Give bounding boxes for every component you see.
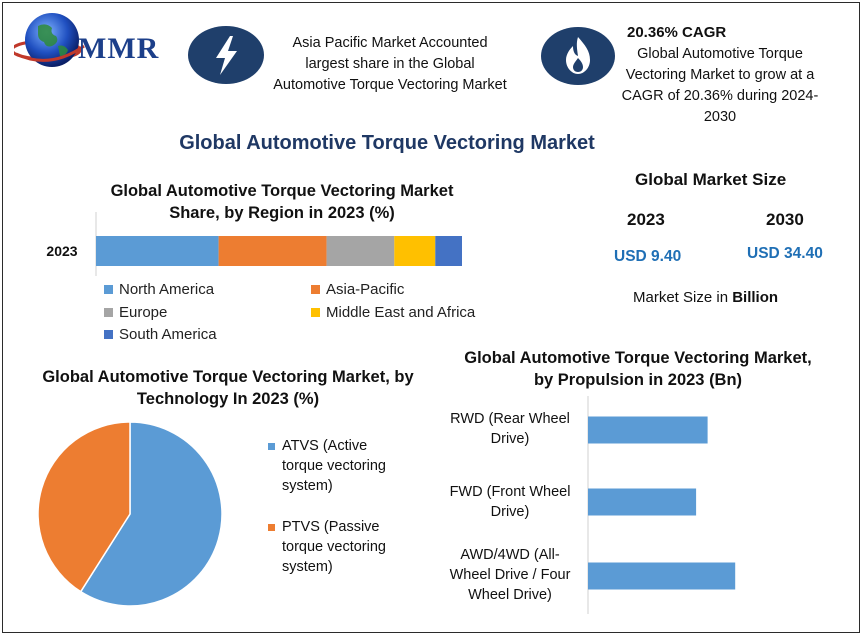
legend-swatch [311, 285, 320, 294]
technology-pie-chart [37, 421, 223, 607]
propulsion-bar-1 [588, 488, 697, 516]
category-awd: AWD/4WD (All-Wheel Drive / Four Wheel Dr… [449, 547, 571, 603]
region-bar-segment-3 [394, 236, 436, 266]
region-bar-segment-0 [96, 236, 219, 266]
market-size-unit: Market Size in Billion [633, 289, 779, 306]
legend-europe: Europe [104, 304, 167, 321]
propulsion-bar-chart [587, 396, 736, 614]
propulsion-bar-0 [588, 416, 708, 444]
market-size-title: Global Market Size [635, 170, 787, 189]
category-rwd: RWD (Rear Wheel Drive) [450, 411, 570, 447]
year-2023: 2023 [627, 210, 665, 229]
legend-middle-east-africa: Middle East and Africa [311, 304, 475, 321]
market-value-2030: USD 34.40 [747, 245, 823, 262]
region-chart: 2023 [46, 212, 462, 276]
main-title: Global Automotive Torque Vectoring Marke… [179, 132, 595, 154]
propulsion-bar-2 [588, 562, 736, 590]
mmr-logo: MMR [10, 10, 174, 74]
legend-swatch [104, 285, 113, 294]
propulsion-chart-title: Global Automotive Torque Vectoring Marke… [464, 349, 812, 389]
region-bar-segment-2 [326, 236, 395, 266]
region-bar-segment-1 [218, 236, 327, 266]
region-chart-title: Global Automotive Torque Vectoring Marke… [110, 182, 454, 222]
legend-swatch [104, 308, 113, 317]
legend-asia-pacific: Asia-Pacific [311, 281, 404, 298]
lightning-badge [188, 26, 264, 84]
globe-icon [10, 13, 85, 67]
region-legend: North America Asia-Pacific Europe Middle… [104, 281, 504, 347]
legend-swatch [268, 524, 275, 531]
legend-north-america: North America [104, 281, 214, 298]
pie-slice-0 [79, 421, 223, 607]
region-category-label: 2023 [46, 243, 77, 259]
lightning-icon [216, 36, 237, 75]
pie-slice-1 [37, 421, 131, 593]
asia-pacific-note: Asia Pacific Market Accounted largest sh… [273, 35, 507, 93]
legend-swatch [311, 308, 320, 317]
cagr-title: 20.36% CAGR [627, 24, 727, 41]
legend-south-america: South America [104, 326, 217, 343]
category-fwd: FWD (Front Wheel Drive) [449, 484, 571, 520]
market-value-2023: USD 9.40 [614, 248, 682, 265]
flame-badge [541, 27, 615, 85]
logo-text: MMR [78, 32, 160, 65]
flame-icon [566, 37, 590, 74]
legend-swatch [268, 443, 275, 450]
technology-chart-title: Global Automotive Torque Vectoring Marke… [42, 368, 414, 408]
cagr-note: Global Automotive Torque Vectoring Marke… [621, 46, 819, 125]
year-2030: 2030 [766, 210, 804, 229]
region-bar-segment-4 [435, 236, 462, 266]
legend-swatch [104, 330, 113, 339]
